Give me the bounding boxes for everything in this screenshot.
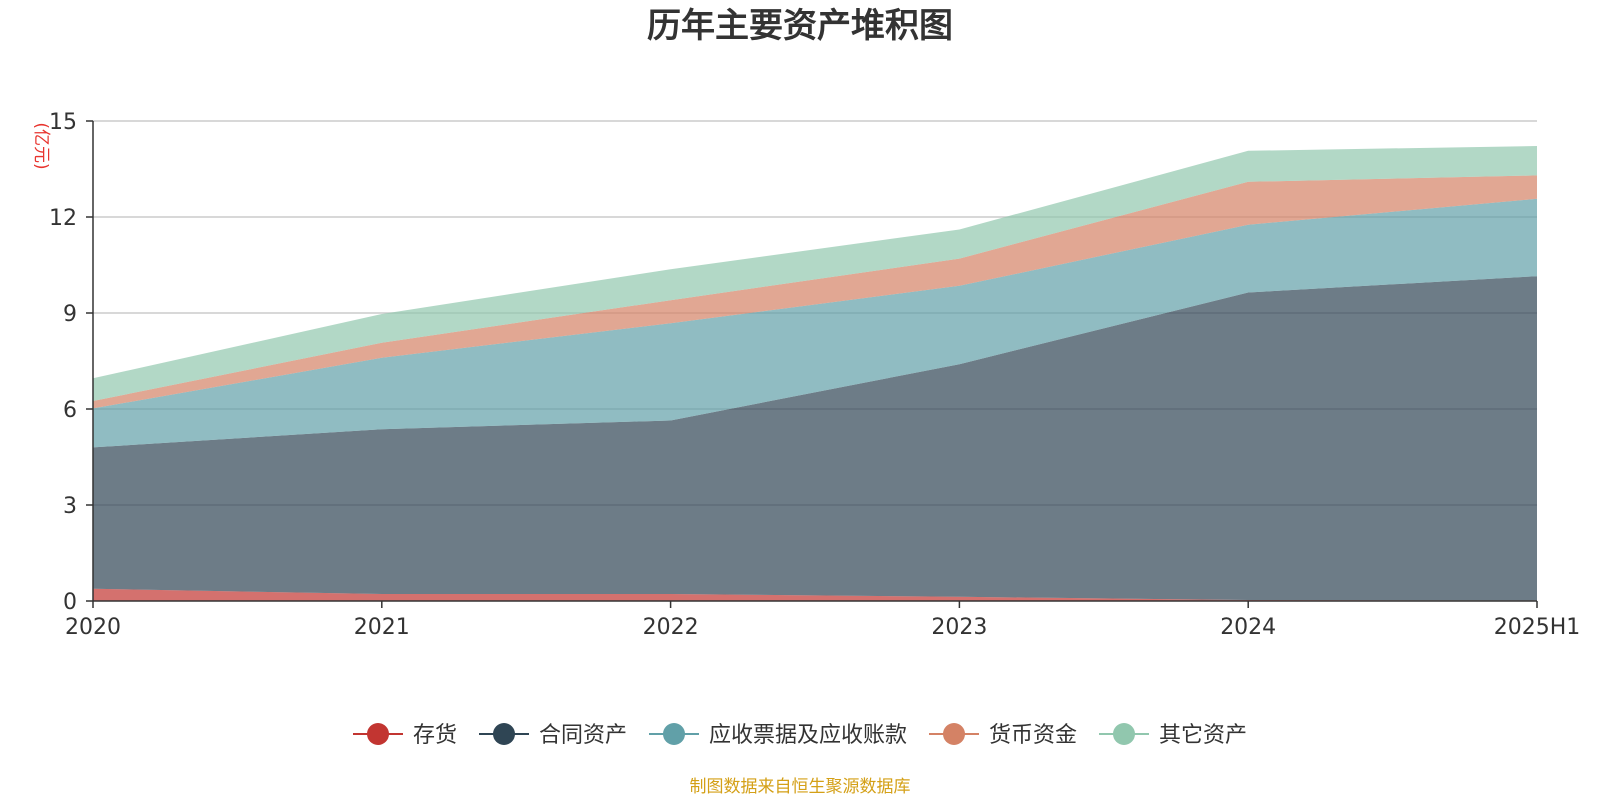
data-source-note: 制图数据来自恒生聚源数据库	[690, 777, 911, 797]
x-tick-label: 2024	[1220, 615, 1276, 640]
legend-marker-icon	[663, 723, 685, 745]
legend-label: 货币资金	[989, 723, 1077, 748]
y-tick-label: 12	[49, 206, 77, 231]
y-tick-label: 9	[63, 302, 77, 327]
legend-item[interactable]: 应收票据及应收账款	[649, 723, 907, 748]
legend-label: 存货	[413, 723, 457, 748]
y-tick-label: 3	[63, 494, 77, 519]
legend-label: 合同资产	[539, 723, 627, 748]
area-series-2	[93, 276, 1537, 601]
y-tick-label: 6	[63, 398, 77, 423]
area-series-4	[93, 175, 1537, 409]
legend-item[interactable]: 合同资产	[479, 723, 627, 748]
legend-item[interactable]: 货币资金	[929, 723, 1077, 748]
area-series-5	[93, 146, 1537, 401]
legend-item[interactable]: 存货	[353, 723, 457, 748]
x-tick-label: 2023	[931, 615, 987, 640]
legend-marker-icon	[1113, 723, 1135, 745]
y-axis-unit-label: (亿元)	[31, 122, 51, 169]
legend-marker-icon	[367, 723, 389, 745]
x-tick-label: 2020	[65, 615, 121, 640]
area-series-3	[93, 198, 1537, 448]
x-tick-label: 2025H1	[1494, 615, 1581, 640]
legend-label: 其它资产	[1159, 723, 1247, 748]
y-tick-label: 15	[49, 110, 77, 135]
legend-item[interactable]: 其它资产	[1099, 723, 1247, 748]
legend-marker-icon	[943, 723, 965, 745]
legend-label: 应收票据及应收账款	[709, 723, 907, 748]
y-tick-label: 0	[63, 590, 77, 615]
chart-title: 历年主要资产堆积图	[647, 6, 953, 46]
x-tick-label: 2022	[643, 615, 699, 640]
x-tick-label: 2021	[354, 615, 410, 640]
area-series-1	[93, 588, 1537, 601]
legend-marker-icon	[493, 723, 515, 745]
